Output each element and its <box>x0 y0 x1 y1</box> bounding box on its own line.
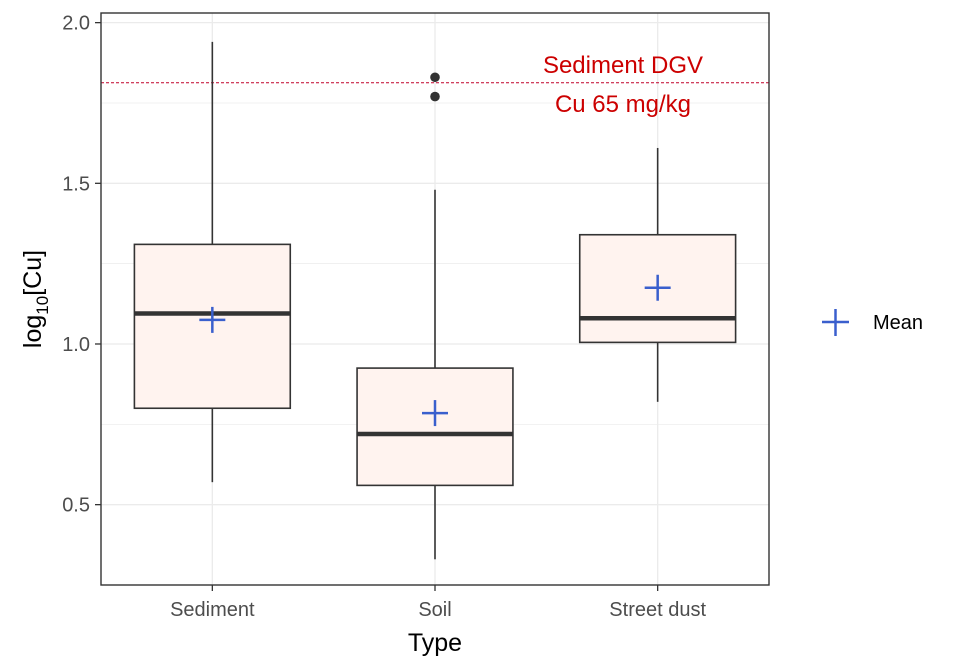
box-group-street-dust <box>578 147 737 402</box>
x-axis-title: Type <box>408 629 462 657</box>
reference-label-line1: Sediment DGV <box>543 52 703 79</box>
box-group-soil <box>356 72 514 560</box>
y-tick-label: 0.5 <box>62 495 90 517</box>
outlier-point <box>430 91 440 102</box>
box-series <box>133 41 737 560</box>
y-axis-title: log10[Cu] <box>19 250 52 348</box>
y-axis-title-suffix: [Cu] <box>19 250 47 296</box>
legend-label-mean: Mean <box>873 312 923 334</box>
y-axis-title-prefix: log <box>19 315 47 348</box>
x-tick-label: Soil <box>418 599 451 621</box>
x-tick-label: Sediment <box>170 599 255 621</box>
axes: 0.5 1.0 1.5 2.0 Sediment Soil Street dust <box>62 13 706 621</box>
outlier-point <box>430 72 440 83</box>
legend: Mean <box>822 309 923 336</box>
box-group-sediment <box>133 41 292 483</box>
y-tick-label: 2.0 <box>62 13 90 35</box>
reference-label-line2: Cu 65 mg/kg <box>555 91 691 118</box>
y-tick-label: 1.5 <box>62 173 90 195</box>
box-iqr <box>356 367 514 487</box>
y-axis-title-subscript: 10 <box>33 296 52 315</box>
y-tick-label: 1.0 <box>62 334 90 356</box>
x-tick-label: Street dust <box>609 599 706 621</box>
